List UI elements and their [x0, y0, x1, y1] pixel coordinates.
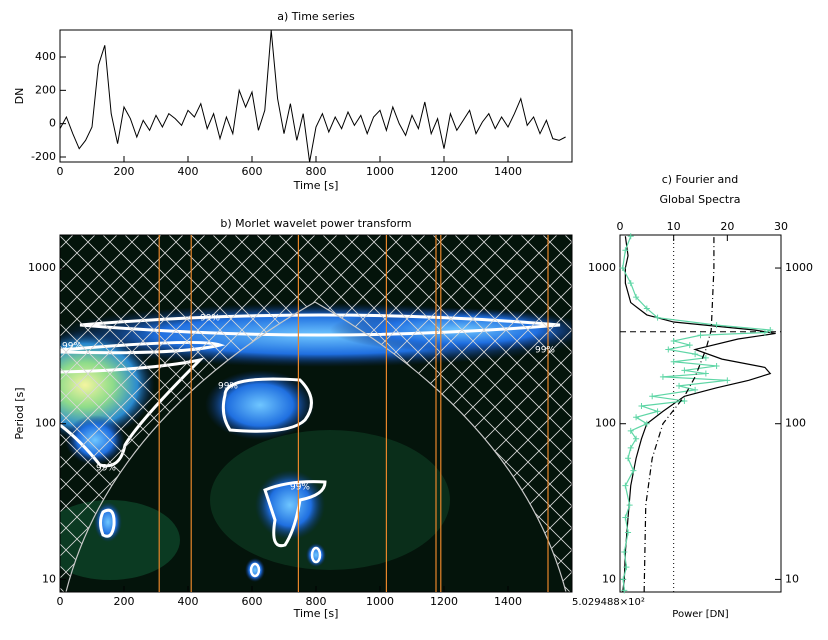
x-tick-label: 1000 [366, 165, 394, 178]
x-tick-label: 400 [178, 165, 199, 178]
chart-title: Global Spectra [660, 193, 741, 206]
spectrum-marker [676, 382, 683, 389]
plot-frame [619, 234, 782, 593]
y-axis-label: DN [13, 88, 26, 105]
contour-label: 99% [290, 483, 310, 493]
contour-label: 99% [200, 314, 220, 324]
x-axis-label: Time [s] [293, 607, 339, 620]
spectrum-marker [665, 346, 672, 353]
spectrum-marker [625, 529, 632, 536]
y-tick-label: 100 [595, 417, 616, 430]
spectrum-marker [627, 280, 634, 287]
x-tick-label: 0 [57, 595, 64, 608]
x-tick-label: 1200 [430, 595, 458, 608]
spectrum-marker [702, 354, 709, 361]
spectrum-marker [627, 427, 634, 434]
spectrum-marker [621, 548, 628, 555]
x-tick-label: 600 [242, 595, 263, 608]
chart-title: c) Fourier and [662, 173, 739, 186]
y-tick-label: 1000 [785, 261, 813, 274]
spectrum-marker [713, 322, 720, 329]
y-axis-label: Period [s] [13, 387, 26, 439]
chart-title: b) Morlet wavelet power transform [220, 217, 411, 230]
spectrum-marker [692, 351, 699, 358]
spectrum-marker [643, 305, 650, 312]
y-tick-label: 200 [35, 83, 56, 96]
spectrum-marker [713, 362, 720, 369]
x-tick-label: 600 [242, 165, 263, 178]
spectrum-marker [622, 247, 629, 254]
spectrum-marker [670, 337, 677, 344]
x-tick-label: 0 [57, 165, 64, 178]
y-tick-label: -200 [31, 150, 56, 163]
spectrum-line [643, 236, 715, 593]
x-axis-label: Time [s] [293, 179, 339, 192]
contour-label: 99% [96, 464, 116, 474]
y-tick-label: 0 [49, 117, 56, 130]
x-tick-label: 200 [114, 165, 135, 178]
spectrum-marker [654, 408, 661, 415]
corner-label: 5.029488×10² [572, 597, 645, 608]
chart-title: a) Time series [277, 10, 355, 23]
spectrum-marker [625, 455, 632, 462]
spectrum-marker [620, 576, 627, 583]
y-tick-label: 10 [42, 572, 56, 585]
spectrum-marker [622, 514, 629, 521]
x-tick-label: 800 [306, 595, 327, 608]
spectrum-marker [681, 367, 688, 374]
plot-frame [59, 29, 573, 163]
y-tick-label: 10 [785, 572, 799, 585]
spectrum-marker [702, 370, 709, 377]
spectrum-marker [697, 332, 704, 339]
spectrum-marker [681, 397, 688, 404]
time-series-line [59, 30, 566, 163]
spectrum-marker [761, 329, 768, 336]
spectrum-marker [622, 482, 629, 489]
spectrum-marker [627, 233, 634, 240]
spectrum-line [622, 236, 776, 593]
spectrum-marker [643, 420, 650, 427]
spectrum-marker [627, 444, 634, 451]
wavelet-image [60, 235, 572, 592]
y-tick-label: 1000 [588, 261, 616, 274]
spectrum-marker [638, 402, 645, 409]
y-tick-label: 10 [602, 572, 616, 585]
x-tick-label: 800 [306, 165, 327, 178]
x-tick-label: 1000 [366, 595, 394, 608]
contour-label: 99% [218, 382, 238, 392]
y-tick-label: 100 [35, 417, 56, 430]
contour-label: 99% [62, 342, 82, 352]
spectrum-marker [621, 587, 628, 594]
x-axis-label: Power [DN] [672, 609, 728, 620]
spectrum-marker [686, 342, 693, 349]
spectrum-marker [724, 377, 731, 384]
spectrum-marker [649, 393, 656, 400]
spectrum-marker [633, 414, 640, 421]
x-tick-label: 30 [774, 220, 788, 233]
x-tick-label: 1400 [494, 165, 522, 178]
spectrum-marker [692, 386, 699, 393]
spectrum-marker [654, 314, 661, 321]
x-tick-label: 0 [617, 220, 624, 233]
x-tick-label: 1400 [494, 595, 522, 608]
spectrum-marker [633, 435, 640, 442]
y-tick-label: 1000 [28, 261, 56, 274]
y-tick-label: 400 [35, 50, 56, 63]
spectrum-marker [626, 502, 633, 509]
spectrum-marker [767, 326, 774, 333]
x-tick-label: 200 [114, 595, 135, 608]
x-tick-label: 1200 [430, 165, 458, 178]
spectrum-marker [633, 294, 640, 301]
spectrum-marker [619, 265, 626, 272]
y-tick-label: 100 [785, 417, 806, 430]
contour-label: 99% [535, 346, 555, 356]
spectrum-marker [659, 373, 666, 380]
x-tick-label: 20 [720, 220, 734, 233]
spectrum-marker [670, 358, 677, 365]
x-tick-label: 10 [667, 220, 681, 233]
spectrum-marker [630, 467, 637, 474]
spectrum-marker [623, 564, 630, 571]
x-tick-label: 400 [178, 595, 199, 608]
